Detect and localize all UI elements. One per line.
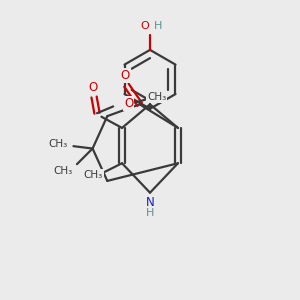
- Text: CH₃: CH₃: [147, 92, 167, 102]
- Text: CH₃: CH₃: [48, 139, 68, 149]
- Text: H: H: [146, 208, 154, 218]
- Text: CH₃: CH₃: [53, 166, 73, 176]
- Text: H: H: [154, 21, 162, 31]
- Text: O: O: [120, 69, 130, 82]
- Text: O: O: [88, 81, 97, 94]
- Text: O: O: [124, 97, 133, 110]
- Text: O: O: [140, 21, 149, 31]
- Text: CH₃: CH₃: [83, 170, 103, 180]
- Text: N: N: [146, 196, 154, 208]
